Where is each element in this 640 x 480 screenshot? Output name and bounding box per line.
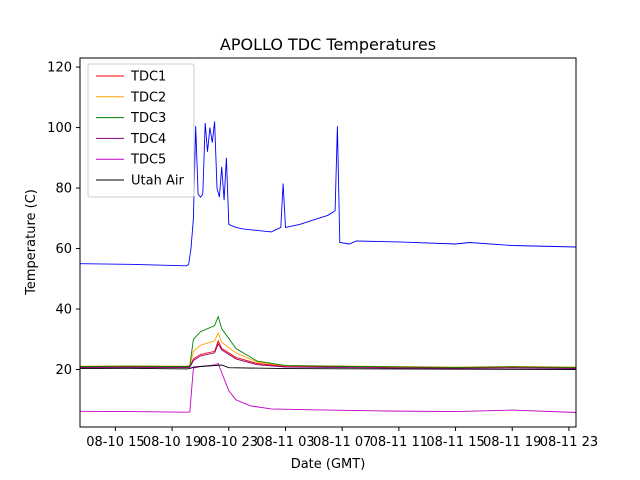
y-tick-label: 40 xyxy=(55,303,72,318)
chart-title: APOLLO TDC Temperatures xyxy=(220,35,436,54)
x-tick-label: 08-11 15 xyxy=(426,435,484,450)
x-tick-label: 08-11 23 xyxy=(540,435,598,450)
series-line-tdc5 xyxy=(80,362,576,413)
y-tick-label: 20 xyxy=(55,363,72,378)
legend-label: TDC4 xyxy=(130,132,166,147)
legend-label: TDC2 xyxy=(130,90,166,105)
legend-label: TDC5 xyxy=(130,153,166,168)
series-line-tdc3 xyxy=(80,315,576,368)
x-tick-label: 08-10 19 xyxy=(143,435,201,450)
x-tick-label: 08-11 03 xyxy=(256,435,314,450)
legend-label: TDC3 xyxy=(130,111,166,126)
plot-area xyxy=(79,57,577,428)
legend: TDC1 TDC2 TDC3 TDC4 TDC5 Utah Air xyxy=(87,63,195,198)
y-tick-label: 80 xyxy=(55,182,72,197)
x-axis-title: Date (GMT) xyxy=(291,457,366,472)
x-tick-label: 08-11 19 xyxy=(483,435,541,450)
legend-label: TDC1 xyxy=(130,70,166,85)
series-line-6 xyxy=(80,121,576,267)
x-tick-label: 08-10 15 xyxy=(86,435,144,450)
series-line-utah-air xyxy=(80,364,576,370)
x-tick-label: 08-11 07 xyxy=(313,435,371,450)
x-tick-label: 08-11 11 xyxy=(370,435,428,450)
y-tick-label: 100 xyxy=(47,121,72,136)
legend-label: Utah Air xyxy=(131,174,184,189)
x-tick-label: 08-10 23 xyxy=(200,435,258,450)
y-tick-label: 60 xyxy=(55,242,72,257)
y-axis-title: Temperature (C) xyxy=(24,189,39,296)
series-lines xyxy=(80,121,576,413)
y-axis: 20 40 60 80 100 120 xyxy=(47,61,80,378)
y-tick-label: 120 xyxy=(47,61,72,76)
series-line-tdc4 xyxy=(80,342,576,370)
plot-frame xyxy=(79,57,577,428)
